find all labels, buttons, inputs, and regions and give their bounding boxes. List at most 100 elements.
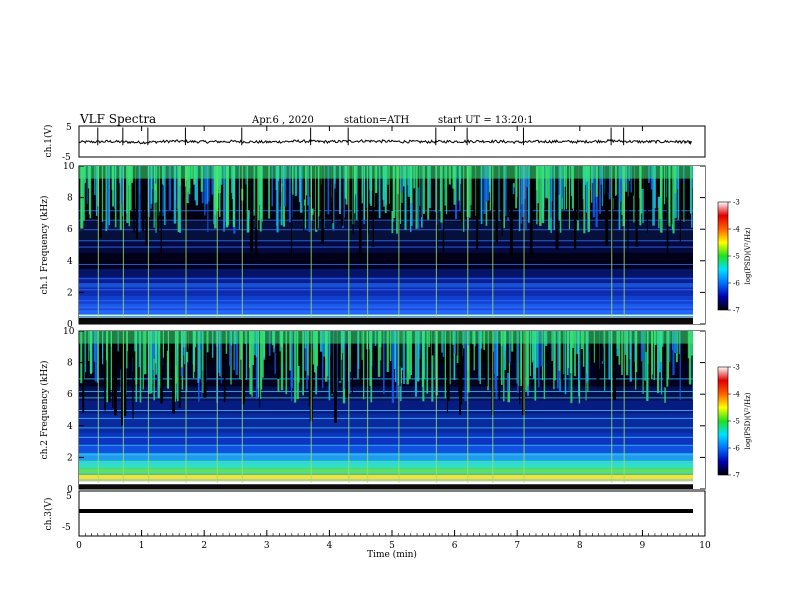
spectral-streak (410, 331, 413, 375)
spectral-streak (114, 166, 117, 209)
spectral-streak (651, 331, 653, 375)
spectral-line (79, 397, 693, 399)
spectral-streak (533, 331, 536, 379)
spectral-streak (464, 331, 467, 402)
spectral-streak (553, 331, 556, 381)
time-tick-label: 6 (452, 541, 458, 551)
spectral-streak (668, 166, 671, 227)
spectral-streak (458, 166, 461, 201)
spectral-gap (210, 331, 212, 370)
freq-tick-label: 6 (67, 225, 73, 235)
spectral-band (79, 268, 693, 277)
spectral-band (79, 317, 693, 324)
spectral-streak (324, 331, 327, 358)
sferic-line (623, 331, 625, 483)
spectral-streak (468, 166, 471, 218)
spectral-streak (574, 331, 576, 377)
spectral-streak (251, 331, 254, 365)
spectral-streak (148, 331, 151, 394)
sferic-line (467, 331, 469, 483)
spectral-streak (256, 331, 259, 389)
spectral-gap (259, 331, 261, 408)
spectral-band (79, 444, 693, 453)
spectral-streak (396, 166, 398, 234)
spectral-gap (145, 166, 148, 246)
spectral-band (79, 484, 693, 489)
spectral-streak (579, 331, 581, 381)
sferic-line (523, 331, 525, 483)
spectral-band (79, 386, 693, 401)
spectral-streak (223, 166, 225, 232)
spectral-gap (99, 331, 102, 370)
spectral-streak (184, 331, 186, 365)
spectral-streak (672, 331, 675, 376)
spectral-gap (506, 166, 510, 218)
spectral-gap (495, 166, 498, 242)
start-time-label: start UT = 13:20:1 (438, 115, 533, 126)
spectral-streak (621, 331, 623, 375)
spectral-streak (138, 331, 141, 367)
no-data-strip (693, 166, 705, 324)
spectral-streak (583, 166, 585, 208)
spectral-streak (239, 331, 241, 379)
spectral-gap (303, 166, 305, 233)
sferic-line (492, 331, 494, 483)
spectral-streak (363, 331, 365, 400)
spectral-streak (101, 166, 104, 222)
freq-tick-label: 8 (67, 359, 73, 369)
spectral-streak (294, 331, 297, 403)
colorbar-tick-label: -4 (733, 391, 740, 399)
spectral-streak (417, 331, 419, 382)
sferic-line (310, 331, 312, 483)
spectral-streak (204, 166, 206, 216)
spectral-streak (608, 166, 611, 200)
spectral-streak (494, 331, 496, 366)
spectral-line (79, 479, 693, 481)
spectral-streak (174, 331, 176, 402)
spectral-streak (307, 331, 310, 376)
spectral-streak (608, 331, 611, 380)
spectral-streak (249, 331, 252, 394)
spectral-streak (271, 166, 273, 207)
spectral-streak (179, 166, 182, 233)
spectral-streak (691, 166, 693, 228)
spectral-streak (666, 331, 669, 387)
spectral-streak (487, 331, 489, 391)
colorbar-scale (717, 201, 729, 311)
spectral-streak (672, 166, 675, 234)
spectral-streak (479, 331, 481, 385)
freq-tick-label: 10 (63, 327, 75, 337)
spectral-streak (255, 331, 258, 399)
spectral-streak (567, 331, 569, 369)
spectral-streak (625, 166, 628, 192)
top-band (79, 331, 693, 344)
spectral-gap (506, 331, 509, 373)
spectral-gap (600, 331, 603, 361)
spectral-streak (400, 166, 401, 224)
spectral-streak (82, 166, 85, 221)
spectral-streak (524, 166, 526, 200)
freq-tick-label: 6 (67, 390, 73, 400)
spectral-line (79, 378, 693, 380)
ch1-waveform-panel: 5 -5 ch.1(V) (43, 123, 706, 163)
spectral-streak (195, 166, 198, 206)
spectral-gap (649, 331, 652, 387)
spectral-streak (220, 331, 222, 384)
spectral-streak (449, 331, 451, 385)
spectral-gap (606, 166, 609, 193)
spectral-streak (161, 331, 164, 358)
spectral-gap (330, 331, 334, 395)
sferic-line (623, 166, 625, 318)
spectral-gap (663, 331, 667, 388)
spectral-streak (408, 331, 411, 379)
spectral-streak (231, 166, 233, 193)
spectral-streak (541, 166, 545, 223)
spectral-streak (357, 331, 360, 369)
spectral-streak (615, 166, 617, 196)
sferic-line (611, 166, 613, 318)
spectral-gap (485, 331, 488, 387)
ch1-ytick-bottom: -5 (62, 153, 71, 163)
spectral-streak (148, 166, 151, 218)
spectral-streak (442, 331, 445, 357)
spectral-gap (399, 331, 401, 387)
